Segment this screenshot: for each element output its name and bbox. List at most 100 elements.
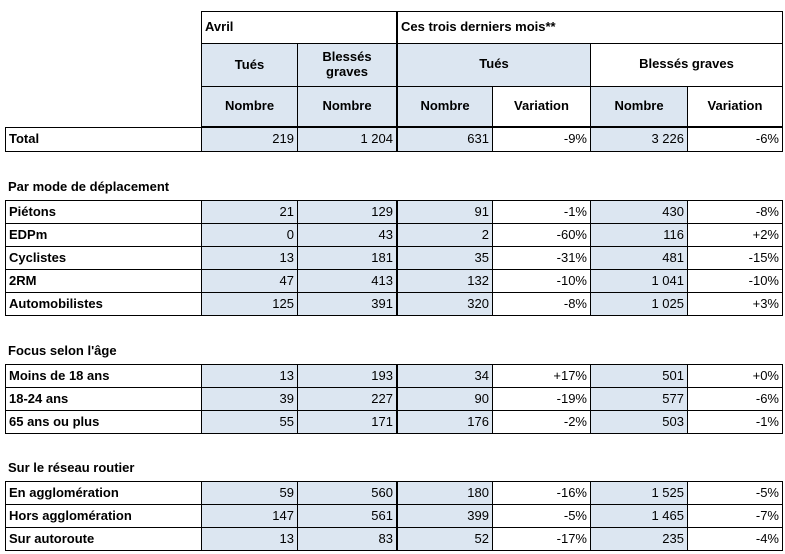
cell-3m-killed-variation: -19% — [492, 387, 591, 411]
header-variation-1-text: Variation — [514, 98, 569, 114]
table-row: Hors agglomération 147 561 399 -5% 1 465… — [0, 504, 785, 528]
header-period-three-months-text: Ces trois derniers mois** — [401, 19, 556, 35]
header-number-1: Nombre — [201, 86, 298, 127]
row-label: Piétons — [5, 200, 202, 224]
row-label: En agglomération — [5, 481, 202, 505]
header-number-4-text: Nombre — [614, 98, 664, 114]
cell-april-injured: 43 — [297, 223, 397, 247]
cell-3m-killed: 399 — [396, 504, 493, 528]
section-title-mode: Par mode de déplacement — [8, 179, 170, 194]
cell-april-killed: 125 — [201, 292, 298, 316]
cell-3m-injured-variation: -1% — [687, 410, 783, 434]
table-row: 65 ans ou plus 55 171 176 -2% 503 -1% — [0, 410, 785, 434]
cell-april-injured: 413 — [297, 269, 397, 293]
cell-3m-injured: 3 226 — [590, 127, 688, 152]
table-row: Moins de 18 ans 13 193 34 +17% 501 +0% — [0, 364, 785, 388]
header-april-injured-line2: graves — [326, 64, 368, 79]
cell-3m-killed-variation: -31% — [492, 246, 591, 270]
cell-3m-killed: 180 — [396, 481, 493, 505]
header-period-april-text: Avril — [205, 19, 234, 35]
cell-3m-injured-variation: -7% — [687, 504, 783, 528]
cell-3m-injured-variation: -10% — [687, 269, 783, 293]
header-april-killed: Tués — [201, 43, 298, 87]
header-number-4: Nombre — [590, 86, 688, 127]
cell-april-injured: 83 — [297, 527, 397, 551]
cell-3m-injured: 481 — [590, 246, 688, 270]
table-row: Piétons 21 129 91 -1% 430 -8% — [0, 200, 785, 224]
cell-april-killed: 13 — [201, 527, 298, 551]
cell-april-killed: 13 — [201, 246, 298, 270]
cell-april-injured: 171 — [297, 410, 397, 434]
header-april-injured-line1: Blessés — [322, 49, 372, 65]
cell-3m-killed-variation: -10% — [492, 269, 591, 293]
cell-3m-injured-variation: -6% — [687, 387, 783, 411]
cell-april-killed: 219 — [201, 127, 298, 152]
cell-3m-killed: 91 — [396, 200, 493, 224]
table-row-total: Total 219 1 204 631 -9% 3 226 -6% — [0, 127, 785, 152]
row-label: Cyclistes — [5, 246, 202, 270]
header-number-2-text: Nombre — [322, 98, 372, 114]
row-label: Total — [5, 127, 202, 152]
cell-3m-injured: 116 — [590, 223, 688, 247]
cell-3m-killed: 631 — [396, 127, 493, 152]
row-label: EDPm — [5, 223, 202, 247]
cell-april-killed: 147 — [201, 504, 298, 528]
cell-3m-injured: 503 — [590, 410, 688, 434]
row-label: Automobilistes — [5, 292, 202, 316]
cell-3m-killed-variation: -17% — [492, 527, 591, 551]
cell-april-injured: 391 — [297, 292, 397, 316]
header-number-2: Nombre — [297, 86, 397, 127]
row-label: Hors agglomération — [5, 504, 202, 528]
cell-3m-killed-variation: -60% — [492, 223, 591, 247]
cell-3m-killed: 52 — [396, 527, 493, 551]
cell-3m-injured-variation: -15% — [687, 246, 783, 270]
row-label: Sur autoroute — [5, 527, 202, 551]
cell-april-killed: 13 — [201, 364, 298, 388]
table-row: Automobilistes 125 391 320 -8% 1 025 +3% — [0, 292, 785, 316]
table-row: EDPm 0 43 2 -60% 116 +2% — [0, 223, 785, 247]
header-number-3-text: Nombre — [420, 98, 470, 114]
cell-3m-injured-variation: -8% — [687, 200, 783, 224]
cell-april-injured: 1 204 — [297, 127, 397, 152]
header-april-injured: Blessés graves — [297, 43, 397, 87]
cell-3m-killed-variation: -1% — [492, 200, 591, 224]
cell-3m-killed-variation: -16% — [492, 481, 591, 505]
cell-3m-injured: 1 525 — [590, 481, 688, 505]
header-variation-2-text: Variation — [707, 98, 763, 114]
cell-april-injured: 129 — [297, 200, 397, 224]
header-number-1-text: Nombre — [224, 98, 275, 114]
cell-3m-killed-variation: -2% — [492, 410, 591, 434]
header-period-april: Avril — [201, 11, 397, 44]
cell-3m-injured-variation: -5% — [687, 481, 783, 505]
cell-3m-killed-variation: -8% — [492, 292, 591, 316]
cell-3m-killed: 34 — [396, 364, 493, 388]
cell-3m-injured-variation: -4% — [687, 527, 783, 551]
cell-3m-killed: 132 — [396, 269, 493, 293]
header-variation-2: Variation — [687, 86, 783, 127]
section-title-age: Focus selon l'âge — [8, 343, 117, 358]
cell-april-injured: 193 — [297, 364, 397, 388]
table-row: En agglomération 59 560 180 -16% 1 525 -… — [0, 481, 785, 505]
cell-april-killed: 47 — [201, 269, 298, 293]
cell-3m-killed: 176 — [396, 410, 493, 434]
table-row: 2RM 47 413 132 -10% 1 041 -10% — [0, 269, 785, 293]
header-april-killed-text: Tués — [234, 56, 265, 72]
cell-april-killed: 59 — [201, 481, 298, 505]
cell-3m-injured-variation: +3% — [687, 292, 783, 316]
cell-3m-killed: 35 — [396, 246, 493, 270]
header-3m-injured-text: Blessés graves — [639, 56, 734, 71]
cell-3m-injured-variation: +0% — [687, 364, 783, 388]
cell-3m-injured: 577 — [590, 387, 688, 411]
header-number-3: Nombre — [396, 86, 493, 127]
cell-3m-injured: 501 — [590, 364, 688, 388]
cell-3m-killed: 2 — [396, 223, 493, 247]
cell-3m-injured: 430 — [590, 200, 688, 224]
cell-april-killed: 55 — [201, 410, 298, 434]
cell-april-killed: 21 — [201, 200, 298, 224]
table-row: Cyclistes 13 181 35 -31% 481 -15% — [0, 246, 785, 270]
row-label: 18-24 ans — [5, 387, 202, 411]
cell-april-injured: 561 — [297, 504, 397, 528]
cell-3m-killed: 90 — [396, 387, 493, 411]
cell-3m-killed-variation: -5% — [492, 504, 591, 528]
